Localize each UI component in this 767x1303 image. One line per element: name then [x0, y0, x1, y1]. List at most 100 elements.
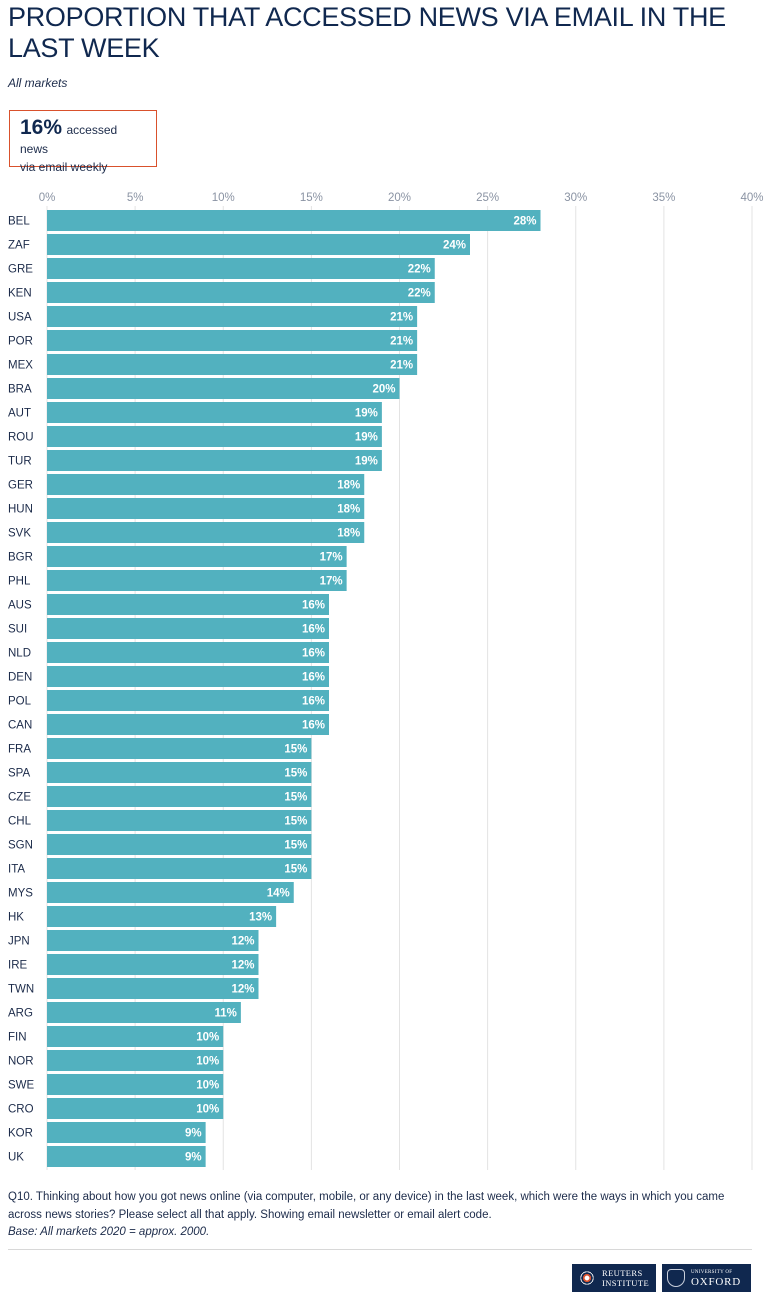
category-label: SPA	[8, 768, 30, 780]
category-label: HK	[8, 912, 24, 924]
x-tick-label: 35%	[652, 192, 675, 204]
data-label: 9%	[185, 1152, 202, 1164]
category-label: CRO	[8, 1104, 34, 1116]
data-label: 14%	[267, 888, 290, 900]
bar	[47, 810, 312, 831]
category-label: UK	[8, 1152, 24, 1164]
bar	[47, 666, 329, 687]
x-tick-label: 5%	[127, 192, 144, 204]
category-label: GER	[8, 480, 33, 492]
bar	[47, 594, 329, 615]
category-label: NOR	[8, 1056, 34, 1068]
category-label: SVK	[8, 528, 31, 540]
footer-divider	[8, 1249, 752, 1250]
data-label: 15%	[284, 768, 307, 780]
category-label: MYS	[8, 888, 33, 900]
data-label: 18%	[337, 504, 360, 516]
data-label: 16%	[302, 624, 325, 636]
data-label: 20%	[372, 384, 395, 396]
category-label: PHL	[8, 576, 31, 588]
x-tick-label: 10%	[212, 192, 235, 204]
bar	[47, 450, 382, 471]
question-footnote: Q10. Thinking about how you got news onl…	[8, 1191, 725, 1221]
data-label: 10%	[196, 1080, 219, 1092]
oxford-logo-line2: OXFORD	[691, 1275, 742, 1288]
data-label: 15%	[284, 744, 307, 756]
bar	[47, 546, 347, 567]
data-label: 18%	[337, 480, 360, 492]
data-label: 15%	[284, 816, 307, 828]
category-label: BGR	[8, 552, 33, 564]
category-label: CAN	[8, 720, 32, 732]
category-label: KOR	[8, 1128, 33, 1140]
bar	[47, 570, 347, 591]
bar	[47, 474, 365, 495]
bar	[47, 378, 400, 399]
data-label: 13%	[249, 912, 272, 924]
bar	[47, 690, 329, 711]
bar	[47, 834, 312, 855]
bar	[47, 1074, 224, 1095]
data-label: 16%	[302, 648, 325, 660]
reuters-logo-line1: REUTERS	[602, 1268, 643, 1278]
bar	[47, 234, 470, 255]
university-of-oxford-logo: UNIVERSITY OF OXFORD	[662, 1264, 751, 1292]
bar	[47, 762, 312, 783]
category-label: FIN	[8, 1032, 27, 1044]
oxford-crest-icon	[667, 1269, 685, 1287]
category-label: TUR	[8, 456, 32, 468]
category-label: BEL	[8, 216, 30, 228]
bar	[47, 402, 382, 423]
data-label: 16%	[302, 600, 325, 612]
data-label: 12%	[231, 984, 254, 996]
category-label: NLD	[8, 648, 31, 660]
data-label: 28%	[513, 216, 536, 228]
bar	[47, 714, 329, 735]
category-label: SUI	[8, 624, 27, 636]
data-label: 22%	[408, 288, 431, 300]
bar	[47, 306, 418, 327]
category-label: BRA	[8, 384, 32, 396]
chart-subtitle: All markets	[8, 76, 68, 90]
bar	[47, 906, 277, 927]
category-label: TWN	[8, 984, 34, 996]
x-tick-label: 30%	[564, 192, 587, 204]
data-label: 12%	[231, 960, 254, 972]
category-label: KEN	[8, 288, 32, 300]
reuters-logo-line2: INSTITUTE	[602, 1278, 650, 1288]
bar	[47, 1146, 206, 1167]
bar	[47, 954, 259, 975]
data-label: 15%	[284, 840, 307, 852]
bar	[47, 210, 541, 231]
bar	[47, 282, 435, 303]
bar	[47, 330, 418, 351]
oxford-logo-line1: UNIVERSITY OF	[691, 1269, 733, 1275]
bar	[47, 1050, 224, 1071]
x-tick-label: 40%	[740, 192, 763, 204]
bar	[47, 858, 312, 879]
data-label: 21%	[390, 312, 413, 324]
callout-text-line2: via email weekly	[20, 160, 108, 174]
data-label: 18%	[337, 528, 360, 540]
bar	[47, 882, 294, 903]
category-label: AUS	[8, 600, 32, 612]
data-label: 19%	[355, 432, 378, 444]
data-label: 12%	[231, 936, 254, 948]
category-label: SGN	[8, 840, 33, 852]
data-label: 17%	[320, 552, 343, 564]
bar	[47, 618, 329, 639]
data-label: 21%	[390, 360, 413, 372]
bar	[47, 258, 435, 279]
data-label: 17%	[320, 576, 343, 588]
data-label: 10%	[196, 1056, 219, 1068]
data-label: 21%	[390, 336, 413, 348]
reuters-institute-logo: REUTERS INSTITUTE	[572, 1264, 656, 1292]
data-label: 10%	[196, 1032, 219, 1044]
data-label: 15%	[284, 792, 307, 804]
category-label: CHL	[8, 816, 32, 828]
category-label: HUN	[8, 504, 33, 516]
callout-text-line1: accessed news	[20, 123, 118, 156]
category-label: CZE	[8, 792, 31, 804]
bar	[47, 1026, 224, 1047]
category-label: IRE	[8, 960, 28, 972]
